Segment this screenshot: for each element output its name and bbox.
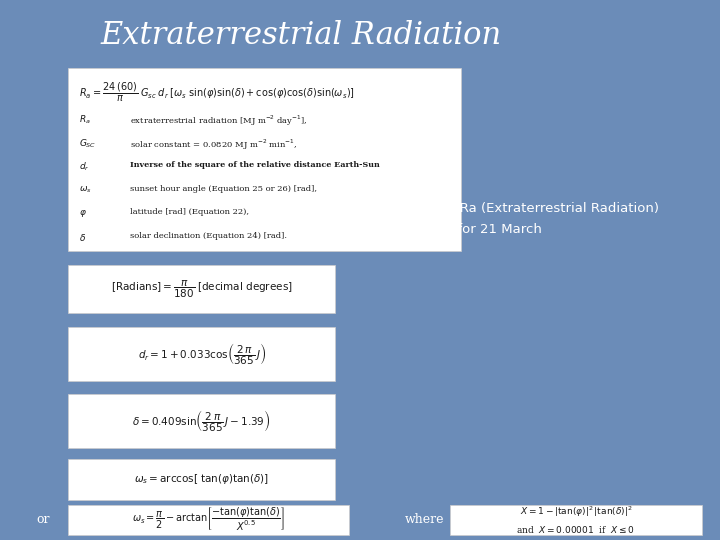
Text: $X = 1 - |\tan(\varphi)|^2\,|\tan(\delta)|^2$
and  $X = 0.00001$  if  $X \leq 0$: $X = 1 - |\tan(\varphi)|^2\,|\tan(\delta… — [516, 505, 636, 535]
Text: Inverse of the square of the relative distance Earth-Sun: Inverse of the square of the relative di… — [130, 161, 379, 169]
Text: $R_a = \dfrac{24\,(60)}{\pi}\;G_{sc}\;d_r\;[\omega_s\;\sin(\varphi)\sin(\delta) : $R_a = \dfrac{24\,(60)}{\pi}\;G_{sc}\;d_… — [79, 81, 355, 104]
FancyBboxPatch shape — [450, 505, 702, 535]
Text: solar constant = 0.0820 MJ m$^{-2}$ min$^{-1}$,: solar constant = 0.0820 MJ m$^{-2}$ min$… — [130, 137, 297, 152]
Text: Extraterrestrial Radiation: Extraterrestrial Radiation — [101, 19, 502, 51]
Text: $\omega_s$: $\omega_s$ — [79, 185, 92, 195]
Text: extraterrestrial radiation [MJ m$^{-2}$ day$^{-1}$],: extraterrestrial radiation [MJ m$^{-2}$ … — [130, 113, 307, 128]
Text: sunset hour angle (Equation 25 or 26) [rad],: sunset hour angle (Equation 25 or 26) [r… — [130, 185, 317, 193]
Text: $\omega_s = \arccos\!\left[\;\tan(\varphi)\tan(\delta)\right]$: $\omega_s = \arccos\!\left[\;\tan(\varph… — [134, 472, 269, 486]
Text: $d_r = 1 + 0.033\cos\!\left(\dfrac{2\,\pi}{365}\,J\right)$: $d_r = 1 + 0.033\cos\!\left(\dfrac{2\,\p… — [138, 341, 266, 367]
FancyBboxPatch shape — [68, 265, 335, 313]
FancyBboxPatch shape — [68, 394, 335, 448]
Text: $\omega_s = \dfrac{\pi}{2} - \arctan\!\left[\dfrac{-\tan(\varphi)\tan(\delta)}{X: $\omega_s = \dfrac{\pi}{2} - \arctan\!\l… — [132, 507, 285, 534]
Text: solar declination (Equation 24) [rad].: solar declination (Equation 24) [rad]. — [130, 232, 287, 240]
Text: $\varphi$: $\varphi$ — [79, 208, 87, 219]
Text: $G_{SC}$: $G_{SC}$ — [79, 137, 96, 150]
Text: where: where — [405, 513, 444, 526]
FancyBboxPatch shape — [68, 459, 335, 500]
Text: or: or — [37, 513, 50, 526]
Text: $R_a$: $R_a$ — [79, 113, 91, 126]
Text: $\delta = 0.409\sin\!\left(\dfrac{2\,\pi}{365}\,J - 1.39\right)$: $\delta = 0.409\sin\!\left(\dfrac{2\,\pi… — [132, 408, 271, 434]
FancyBboxPatch shape — [68, 505, 349, 535]
Text: $[\mathrm{Radians}] = \dfrac{\pi}{180}\;[\mathrm{decimal\ degrees}]$: $[\mathrm{Radians}] = \dfrac{\pi}{180}\;… — [111, 278, 292, 300]
Text: $\delta$: $\delta$ — [79, 232, 86, 243]
Text: 17: 17 — [686, 515, 702, 528]
Text: latitude [rad] (Equation 22),: latitude [rad] (Equation 22), — [130, 208, 248, 217]
FancyBboxPatch shape — [68, 327, 335, 381]
Text: Determine Ra (Extraterrestrial Radiation)
for Lahore for 21 March: Determine Ra (Extraterrestrial Radiation… — [385, 202, 660, 235]
FancyBboxPatch shape — [68, 68, 461, 251]
Text: $d_r$: $d_r$ — [79, 161, 90, 173]
